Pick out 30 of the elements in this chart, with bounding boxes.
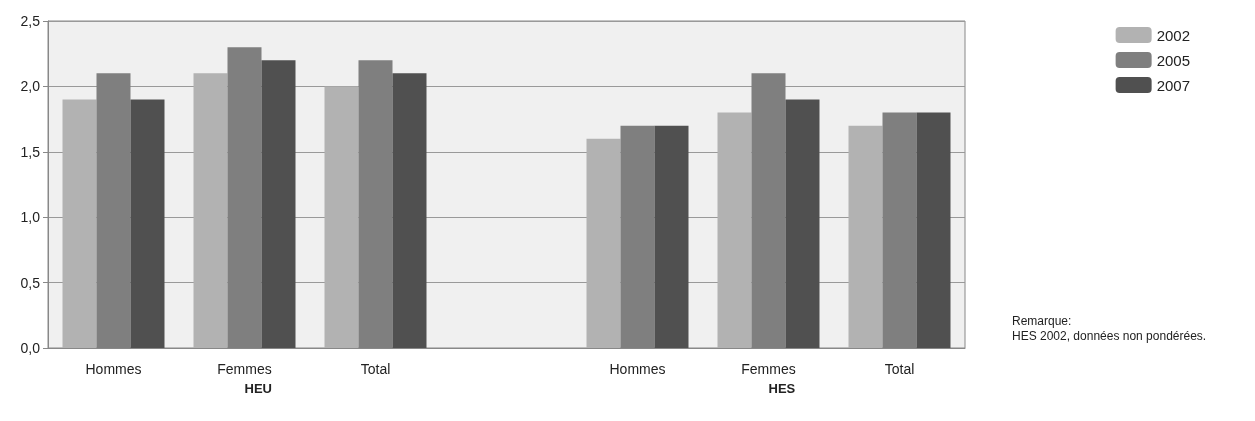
bar (392, 73, 427, 348)
x-tick-label: Femmes (741, 361, 796, 377)
bar (193, 73, 228, 348)
bar (654, 125, 689, 348)
text: HES (768, 381, 796, 396)
legend-label: 2002 (1156, 26, 1191, 44)
x-tick-label: Femmes (217, 361, 272, 377)
bar (62, 99, 97, 348)
y-tick-label: 1,0 (20, 209, 41, 226)
x-tick-label: Hommes (609, 361, 666, 377)
x-tick-label: Total (884, 361, 915, 377)
bar (785, 99, 820, 348)
bar (130, 99, 165, 348)
legend-label: 2007 (1156, 76, 1191, 94)
y-tick-label: 1,5 (20, 143, 41, 160)
x-tick-label: Total (360, 361, 391, 377)
bar (848, 125, 883, 348)
y-tick-label: 2,5 (20, 13, 41, 29)
y-tick-label: 0,0 (20, 340, 41, 356)
bar (916, 112, 951, 348)
x-tick-label: Hommes (85, 361, 142, 377)
bar (324, 86, 359, 348)
text: Remarque: HES 2002, données non pondérées. (1012, 313, 1207, 343)
y-tick-label: 0,5 (20, 274, 41, 291)
legend-label: 2005 (1156, 51, 1191, 69)
text: HEU (244, 381, 272, 396)
bar (717, 112, 752, 348)
y-tick-label: 2,0 (20, 78, 41, 95)
bar (261, 60, 296, 348)
bar (586, 138, 621, 348)
